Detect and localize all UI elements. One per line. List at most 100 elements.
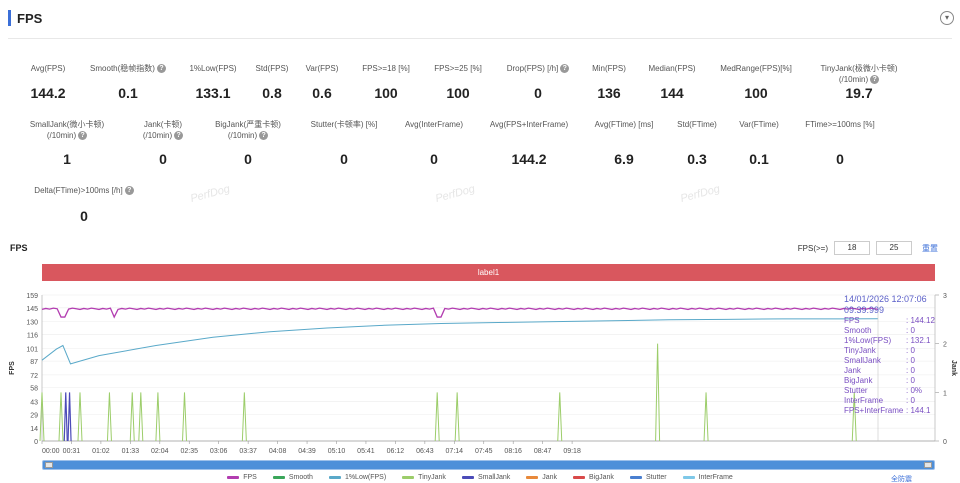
y-tick-label: 130: [26, 320, 38, 327]
help-icon[interactable]: ?: [124, 186, 134, 196]
legend-item[interactable]: InterFrame: [682, 474, 733, 481]
legend-label: 1%Low(FPS): [344, 474, 387, 481]
help-icon[interactable]: ?: [78, 131, 88, 141]
fps-chart[interactable]: 159 145 130 116 101 87 72 58 43 29 14 0 3 2 1 0 FPS Jank 0…: [0, 283, 960, 483]
tinyjank-spike: [129, 392, 135, 442]
help-icon[interactable]: ?: [560, 64, 570, 74]
legend-item[interactable]: Smooth: [272, 474, 313, 481]
legend-swatch: [402, 476, 415, 479]
metric-label: FPS>=25 [%]: [398, 63, 518, 74]
fps-threshold-input-1[interactable]: 18: [834, 241, 870, 255]
x-tick-label: 01:33: [122, 448, 140, 455]
reset-button[interactable]: 重置: [922, 243, 938, 253]
chart-legend: FPS Smooth 1%Low(FPS) TinyJank SmallJank Jank…: [0, 474, 960, 481]
legend-swatch: [272, 476, 285, 479]
tinyjank-spike: [434, 392, 440, 442]
metric-item: Avg(FTime) [ms] 6.9: [564, 119, 684, 167]
metric-item: Median(FPS) 144: [612, 63, 732, 101]
fps-threshold-input-2[interactable]: 25: [876, 241, 912, 255]
tooltip-row: Stutter: 0%: [844, 386, 935, 396]
legend-label: TinyJank: [418, 474, 446, 481]
metric-label: Drop(FPS) [/h]?: [478, 63, 598, 74]
metric-value: 6.9: [614, 151, 634, 167]
legend-item[interactable]: FPS: [227, 474, 257, 481]
x-tick-label: 01:02: [92, 448, 110, 455]
metric-label-text: 1%Low(FPS): [189, 64, 237, 73]
metric-item: 1%Low(FPS) 133.1: [153, 63, 273, 101]
x-tick-label: 03:37: [239, 448, 257, 455]
legend-swatch: [629, 476, 642, 479]
x-tick-label: 07:14: [446, 448, 464, 455]
y-tick-label: 0: [34, 439, 38, 446]
metric-value: 0: [244, 151, 252, 167]
scroll-handle-right[interactable]: [924, 462, 932, 468]
tinyjank-spike: [557, 392, 563, 442]
tooltip-value: : 0: [906, 396, 915, 405]
metric-label-line2: (/10min)?: [188, 130, 308, 141]
legend-item[interactable]: Jank: [526, 474, 557, 481]
metric-value: 0.1: [118, 85, 138, 101]
tinyjank-spike: [851, 392, 857, 442]
tooltip-row: FPS+InterFrame: 144.1: [844, 406, 935, 416]
tooltip-value: : 144.12: [906, 316, 935, 325]
legend-item[interactable]: 1%Low(FPS): [328, 474, 387, 481]
metric-label: Var(FPS): [262, 63, 382, 74]
tinyjank-spike: [703, 392, 709, 442]
metric-label: Stutter(卡顿率) [%]: [284, 119, 404, 130]
metric-item: Drop(FPS) [/h]? 0: [478, 63, 598, 101]
y-axis-title: FPS: [9, 361, 16, 375]
fullscreen-button[interactable]: 全防震: [891, 476, 912, 483]
metric-label: BigJank(严重卡顿): [188, 119, 308, 130]
scroll-handle-left[interactable]: [45, 462, 53, 468]
legend-label: FPS: [243, 474, 257, 481]
metric-item: Var(FTime) 0.1: [699, 119, 819, 167]
x-tick-label: 05:10: [328, 448, 346, 455]
help-icon[interactable]: ?: [870, 75, 880, 85]
help-icon[interactable]: ?: [259, 131, 269, 141]
tooltip-value: : 0: [906, 346, 915, 355]
y-tick-label: 159: [26, 293, 38, 300]
help-icon[interactable]: ?: [174, 131, 184, 141]
label-band[interactable]: label1: [42, 264, 935, 281]
tooltip-row: 1%Low(FPS): 132.1: [844, 336, 935, 346]
tinyjank-spike: [106, 392, 112, 442]
metric-value: 0.3: [687, 151, 707, 167]
metric-value: 0: [80, 208, 88, 224]
legend-swatch: [227, 476, 240, 479]
fps-line: [41, 307, 879, 319]
metric-label-text: Avg(InterFrame): [404, 120, 464, 129]
tinyjank-spike: [39, 392, 45, 442]
metric-label-text: Var(FTime): [739, 120, 779, 129]
legend-label: Stutter: [645, 474, 667, 481]
metric-label: FPS>=18 [%]: [326, 63, 446, 74]
low1pct-line: [41, 318, 879, 365]
metric-value: 0.8: [262, 85, 282, 101]
y-tick-label: 43: [30, 400, 38, 407]
metric-value: 0: [836, 151, 844, 167]
metric-value: 100: [374, 85, 398, 101]
legend-item[interactable]: TinyJank: [402, 474, 446, 481]
metric-item: Stutter(卡顿率) [%] 0: [284, 119, 404, 167]
metric-label: 1%Low(FPS): [153, 63, 273, 74]
metric-label: FTime>=100ms [%]: [780, 119, 900, 130]
watermark: PerfDog: [434, 182, 477, 206]
legend-item[interactable]: Stutter: [629, 474, 667, 481]
metric-label: Median(FPS): [612, 63, 732, 74]
time-range-scrollbar[interactable]: [42, 460, 935, 470]
metric-value: 144.2: [30, 85, 66, 101]
tinyjank-spike: [138, 392, 144, 442]
tooltip-value: : 0: [906, 326, 915, 335]
legend-item[interactable]: SmallJank: [461, 474, 510, 481]
metric-label: TinyJank(极微小卡顿): [799, 63, 919, 74]
metric-label-text: Delta(FTime)>100ms [/h]: [34, 186, 123, 195]
chevron-down-icon[interactable]: ▾: [940, 11, 954, 25]
metric-value: 133.1: [195, 85, 231, 101]
help-icon[interactable]: ?: [156, 64, 166, 74]
metric-label-text: Median(FPS): [648, 64, 696, 73]
x-tick-label: 06:12: [387, 448, 405, 455]
y-tick-label: 58: [30, 386, 38, 393]
legend-item[interactable]: BigJank: [573, 474, 614, 481]
tooltip-value: : 0: [906, 366, 915, 375]
tooltip-value: : 0%: [906, 386, 923, 395]
metric-label-text: TinyJank(极微小卡顿): [820, 64, 898, 73]
